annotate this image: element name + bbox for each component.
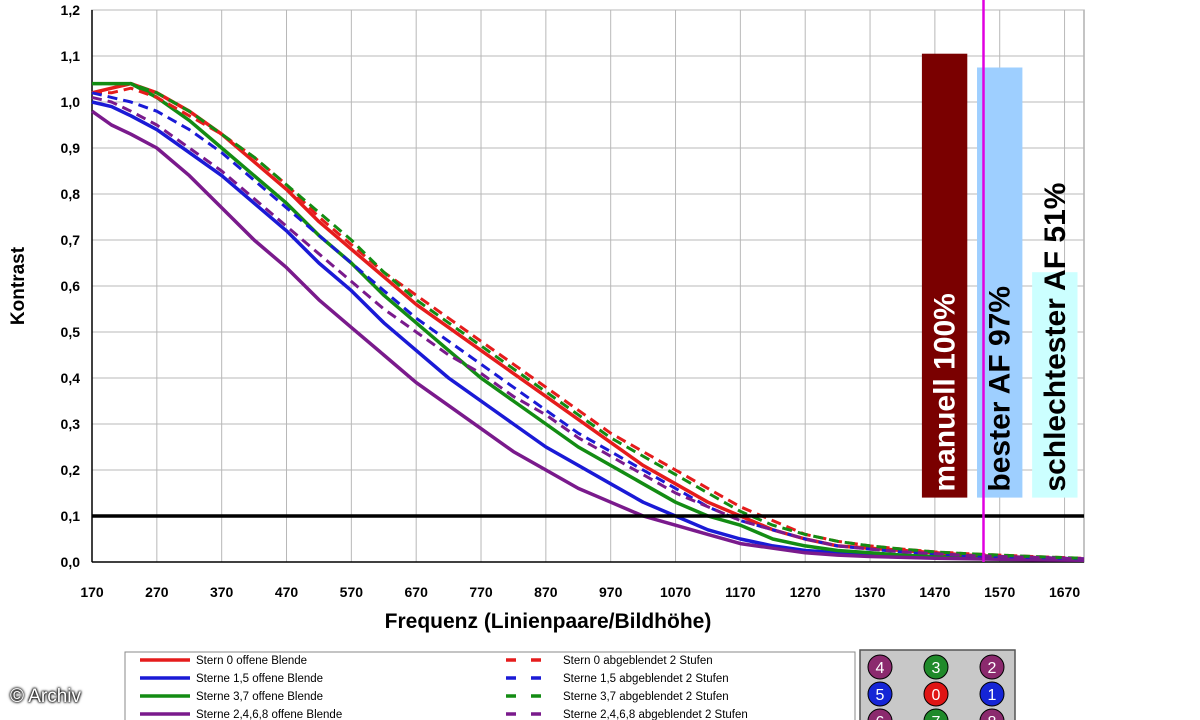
legend-item-label: Stern 0 offene Blende [196,655,307,667]
focus-bar-2 [1032,272,1078,498]
x-tick-label: 970 [599,584,623,600]
star-circle-label: 3 [932,660,941,677]
star-circle-label: 4 [876,660,885,677]
legend-box [124,651,856,720]
x-tick-label: 1570 [984,584,1015,600]
y-axis-title: Kontrast [8,246,29,325]
star-circle [867,708,893,720]
x-tick-label: 470 [275,584,299,600]
focus-bar-label: bester AF 97% [984,286,1017,492]
x-tick-label: 1370 [854,584,885,600]
star-circle-label: 0 [932,687,941,704]
watermark-archiv: © Archiv [10,686,82,707]
star-circle-label: 6 [876,714,885,720]
star-circle [923,708,949,720]
y-tick-label: 0,9 [61,140,81,156]
series-line-3 [90,109,1085,562]
star-circle [867,681,893,707]
series-line-2 [92,81,1085,561]
y-tick-label: 1,1 [61,48,81,64]
x-tick-label: 1170 [725,584,756,600]
series-line-6 [92,82,1085,560]
x-tick-label: 670 [405,584,429,600]
x-tick-label: 170 [80,584,104,600]
focus-bar-0 [921,53,968,498]
legend-item-label: Sterne 1,5 offene Blende [196,673,323,685]
y-tick-label: 0,7 [61,232,81,248]
x-tick-label: 570 [340,584,364,600]
star-circle-label: 2 [988,660,997,677]
star-circle-label: 1 [988,687,997,704]
x-tick-label: 770 [469,584,493,600]
x-tick-label: 1070 [660,584,691,600]
x-tick-label: 370 [210,584,234,600]
y-tick-label: 0,2 [61,462,81,478]
legend-item-label: Sterne 1,5 abgeblendet 2 Stufen [563,673,729,685]
star-circle [923,654,949,680]
y-tick-label: 0,8 [61,186,81,202]
legend-item-label: Sterne 3,7 abgeblendet 2 Stufen [563,691,729,703]
y-tick-label: 0,5 [61,324,81,340]
star-circle-label: 5 [876,687,885,704]
y-tick-label: 1,0 [61,94,81,110]
legend-item-label: Sterne 3,7 offene Blende [196,691,323,703]
star-circle [979,681,1005,707]
legend-item-label: Stern 0 abgeblendet 2 Stufen [563,655,713,667]
x-tick-label: 870 [534,584,558,600]
x-tick-label: 1470 [919,584,950,600]
star-circle [867,654,893,680]
y-tick-label: 0,1 [61,508,81,524]
x-tick-label: 1670 [1049,584,1080,600]
y-tick-label: 0,4 [61,370,81,386]
series-line-5 [91,91,1085,561]
x-axis-title: Frequenz (Linienpaare/Bildhöhe) [385,610,712,633]
y-tick-label: 0,6 [61,278,81,294]
focus-bar-label: manuell 100% [929,293,962,491]
star-circle [923,681,949,707]
star-circle [979,708,1005,720]
y-tick-label: 0,0 [61,554,81,570]
legend-item-label: Sterne 2,4,6,8 abgeblendet 2 Stufen [563,709,748,720]
legend-item-label: Sterne 2,4,6,8 offene Blende [196,709,342,720]
x-tick-label: 270 [145,584,169,600]
focus-bar-label: schlechtester AF 51% [1039,183,1072,492]
series-line-7 [91,95,1085,561]
star-circle-label: 8 [988,714,997,720]
star-circle [979,654,1005,680]
x-tick-label: 1270 [790,584,821,600]
y-tick-label: 0,3 [61,416,81,432]
y-tick-label: 1,2 [61,2,81,18]
star-circle-label: 7 [932,714,941,720]
